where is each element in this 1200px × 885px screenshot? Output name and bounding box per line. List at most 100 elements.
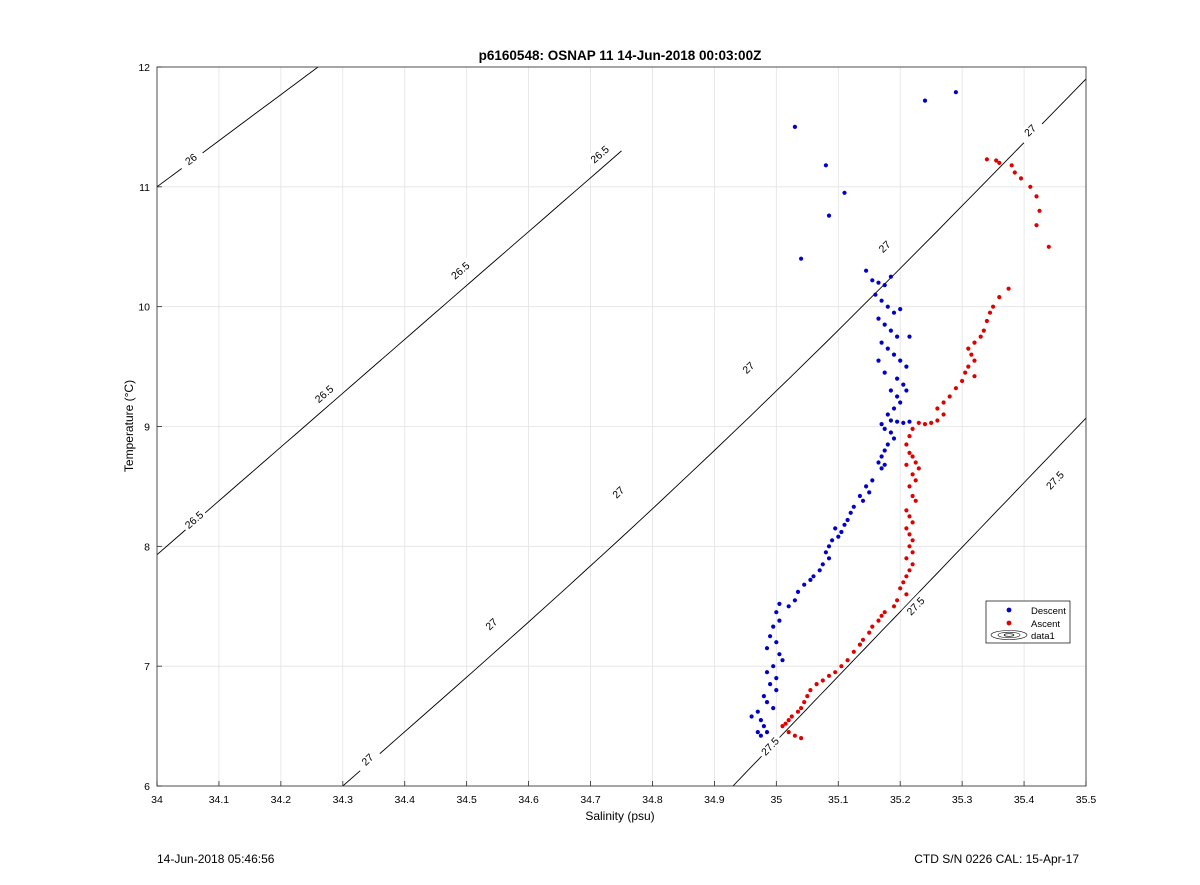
point-descent	[758, 733, 764, 738]
point-ascent	[991, 304, 996, 309]
legend-box	[985, 600, 1071, 644]
point-descent	[922, 98, 928, 103]
point-ascent	[910, 426, 915, 431]
point-descent	[904, 364, 909, 369]
point-ascent	[987, 310, 993, 315]
axis-ticks: 34 34.1 34.2 34.3 34.4 34.5 34.6 34.7 34.8 34.9 35…	[138, 62, 1096, 806]
point-ascent	[907, 450, 912, 455]
point-descent	[836, 534, 841, 539]
point-descent	[758, 718, 764, 723]
point-descent	[826, 544, 832, 549]
legend[interactable]: Descent Ascent data1	[985, 600, 1071, 644]
contour-label-bg	[1016, 116, 1044, 144]
point-descent	[895, 419, 900, 424]
point-ascent	[851, 649, 856, 654]
point-descent	[882, 462, 887, 467]
point-ascent	[913, 478, 918, 483]
x-tick-label: 34.2	[271, 794, 292, 806]
point-ascent	[799, 736, 804, 741]
point-descent	[823, 163, 829, 168]
point-descent	[885, 442, 890, 447]
point-descent	[879, 298, 884, 303]
legend-marker-ascent	[1006, 620, 1012, 626]
point-ascent	[904, 508, 909, 513]
point-descent	[771, 624, 776, 629]
point-ascent	[1028, 184, 1033, 189]
point-descent	[870, 278, 875, 283]
point-descent	[876, 280, 881, 285]
x-tick-label: 35.4	[1014, 794, 1035, 806]
point-ascent	[898, 586, 903, 591]
point-descent	[895, 394, 900, 399]
point-descent	[885, 346, 890, 351]
point-ascent	[845, 658, 850, 663]
point-ascent	[910, 550, 915, 555]
point-descent	[901, 420, 906, 425]
point-ascent	[907, 544, 912, 549]
point-ascent	[907, 532, 912, 537]
legend-label-data1: data1	[1031, 631, 1055, 642]
point-descent	[860, 498, 866, 503]
contour-label-bg	[734, 353, 762, 381]
point-ascent	[904, 574, 909, 579]
point-ascent	[904, 462, 909, 467]
point-descent	[774, 676, 779, 681]
contour-line-26	[157, 67, 319, 188]
point-ascent	[953, 386, 959, 391]
point-descent	[876, 460, 881, 465]
point-descent	[777, 652, 782, 657]
point-ascent	[984, 157, 990, 162]
point-descent	[870, 478, 875, 483]
point-ascent	[941, 400, 946, 405]
point-descent	[882, 322, 887, 327]
point-ascent	[786, 718, 791, 723]
legend-label-descent: Descent	[1031, 606, 1066, 617]
point-descent	[768, 634, 773, 639]
point-ascent	[935, 406, 940, 411]
point-ascent	[922, 422, 928, 427]
point-ascent	[1018, 176, 1024, 181]
point-ascent	[786, 730, 791, 735]
contour-label-bg	[309, 380, 338, 407]
point-ascent	[969, 352, 974, 357]
point-ascent	[895, 598, 900, 603]
point-ascent	[997, 160, 1002, 165]
point-descent	[764, 730, 770, 735]
point-descent	[764, 646, 770, 651]
point-descent	[755, 730, 760, 735]
contour-line-27	[342, 78, 1086, 786]
point-ascent	[867, 630, 872, 635]
contour-line-26-5	[157, 150, 622, 556]
point-ascent	[904, 442, 909, 447]
point-descent	[898, 358, 903, 363]
point-ascent	[780, 724, 785, 729]
contour-label-bg	[446, 256, 474, 284]
y-tick-label: 11	[139, 182, 150, 194]
density-contours: 2626.526.526.526.527272727272727.527.527…	[157, 67, 1086, 786]
contour-label-bg	[353, 745, 381, 773]
point-ascent	[907, 484, 912, 489]
point-descent	[864, 484, 869, 489]
y-tick-label: 10	[138, 302, 150, 314]
point-ascent	[913, 498, 918, 503]
contour-label-bg	[176, 145, 205, 172]
point-ascent	[997, 295, 1002, 300]
point-descent	[795, 589, 801, 595]
point-ascent	[802, 700, 807, 705]
point-descent	[867, 490, 872, 495]
legend-label-ascent: Ascent	[1031, 619, 1060, 630]
y-tick-label: 12	[138, 62, 150, 74]
point-descent	[953, 90, 959, 95]
point-ascent	[901, 580, 906, 585]
point-ascent	[1009, 163, 1014, 168]
point-ascent	[879, 613, 884, 618]
point-descent	[901, 382, 906, 387]
point-ascent	[789, 714, 794, 719]
point-descent	[826, 556, 832, 561]
x-tick-label: 34.6	[518, 794, 539, 806]
y-tick-label: 6	[144, 781, 150, 793]
x-tick-label: 35.5	[1076, 794, 1097, 806]
point-ascent	[947, 394, 952, 399]
point-ascent	[966, 346, 971, 351]
point-descent	[792, 598, 798, 603]
